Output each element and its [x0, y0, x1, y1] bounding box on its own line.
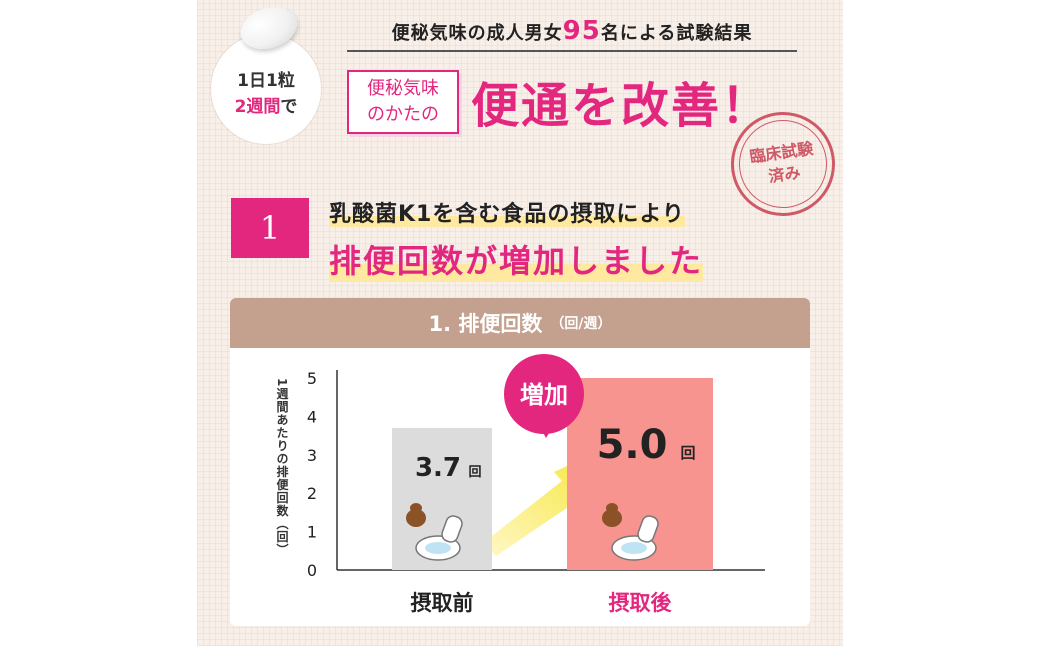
data-label: 3.7: [415, 453, 461, 483]
toilet-water-icon: [425, 542, 451, 554]
x-category-label: 摂取前: [411, 591, 474, 615]
callout-text: 増加: [520, 381, 568, 409]
test-title: 便秘気味の成人男女95名による試験結果: [391, 16, 753, 46]
target-box: 便秘気味 のかたの: [347, 70, 459, 134]
poop-icon: [602, 509, 622, 527]
y-tick-label: 5: [307, 369, 317, 388]
x-category-label: 摂取後: [609, 591, 673, 615]
y-tick-label: 2: [307, 484, 317, 503]
y-tick-label: 1: [307, 523, 317, 542]
y-tick-label: 4: [307, 407, 317, 426]
data-label: 5.0: [597, 422, 668, 468]
toilet-lid-icon: [441, 515, 463, 543]
result-panel: 1日1粒 2週間で 便秘気味の成人男女95名による試験結果 便秘気味 のかたの …: [197, 0, 843, 646]
chart-unit: （回/週）: [550, 316, 612, 332]
poop-top-icon: [410, 503, 422, 513]
y-tick-label: 3: [307, 446, 317, 465]
dose-badge-line1: 1日1粒: [237, 71, 295, 91]
chart-header: 1. 排便回数 （回/週）: [230, 298, 810, 348]
chart-card: 1. 排便回数 （回/週） 1週間あたりの排便回数（回） 0 1 2 3 4 5 3.7 回摂取…: [230, 298, 810, 626]
finding-line1: 乳酸菌K1を含む食品の摂取により: [329, 202, 685, 227]
callout-bubble: [504, 354, 584, 434]
target-line2: のかたの: [367, 104, 439, 125]
finding-line2: 排便回数が増加しました: [329, 236, 704, 282]
dose-badge-line2: 2週間で: [234, 97, 298, 117]
title-divider: [347, 50, 797, 52]
poop-icon: [406, 509, 426, 527]
finding-number: 1: [231, 198, 309, 258]
toilet-lid-icon: [637, 515, 659, 543]
toilet-water-icon: [621, 542, 647, 554]
dose-badge: [211, 34, 321, 144]
data-label-unit: 回: [468, 465, 481, 480]
y-tick-label: 0: [307, 561, 317, 580]
stamp-line1: 臨床試験: [748, 138, 815, 167]
target-line1: 便秘気味: [367, 78, 439, 99]
poop-top-icon: [606, 503, 618, 513]
chart-title: 1. 排便回数: [428, 312, 543, 336]
data-label-unit: 回: [680, 444, 695, 462]
stamp-line2: 済み: [767, 162, 802, 187]
headline: 便通を改善！: [471, 78, 772, 134]
y-axis-label: 1週間あたりの排便回数（回）: [275, 378, 289, 556]
